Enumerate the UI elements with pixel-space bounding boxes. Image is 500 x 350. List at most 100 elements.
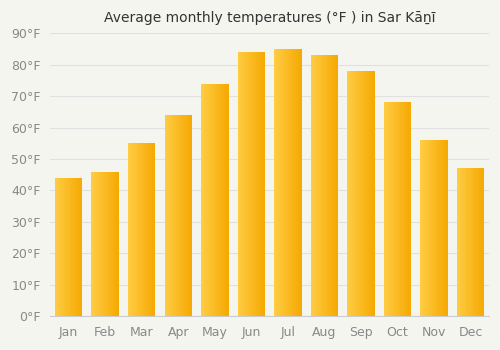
Bar <box>293 49 294 316</box>
Bar <box>147 143 148 316</box>
Bar <box>211 84 212 316</box>
Bar <box>385 103 386 316</box>
Bar <box>466 168 467 316</box>
Bar <box>409 103 410 316</box>
Bar <box>404 103 405 316</box>
Bar <box>483 168 484 316</box>
Bar <box>365 71 366 316</box>
Bar <box>179 115 180 316</box>
Bar <box>98 172 99 316</box>
Bar <box>129 143 130 316</box>
Bar <box>74 178 75 316</box>
Bar <box>334 55 335 316</box>
Bar <box>445 140 446 316</box>
Bar <box>99 172 100 316</box>
Bar <box>238 52 240 316</box>
Bar <box>463 168 464 316</box>
Bar <box>420 140 421 316</box>
Bar <box>390 103 391 316</box>
Bar <box>243 52 244 316</box>
Bar <box>431 140 432 316</box>
Bar <box>61 178 62 316</box>
Bar <box>128 143 129 316</box>
Bar <box>256 52 257 316</box>
Bar <box>223 84 224 316</box>
Bar <box>96 172 97 316</box>
Bar <box>253 52 254 316</box>
Bar <box>177 115 178 316</box>
Bar <box>353 71 354 316</box>
Bar <box>257 52 258 316</box>
Bar <box>173 115 174 316</box>
Bar <box>403 103 404 316</box>
Bar <box>443 140 444 316</box>
Bar <box>426 140 427 316</box>
Bar <box>191 115 192 316</box>
Bar <box>187 115 188 316</box>
Bar <box>240 52 241 316</box>
Bar <box>356 71 357 316</box>
Bar <box>255 52 256 316</box>
Bar <box>474 168 475 316</box>
Bar <box>373 71 374 316</box>
Bar <box>216 84 217 316</box>
Bar <box>321 55 322 316</box>
Bar <box>393 103 394 316</box>
Bar <box>351 71 352 316</box>
Bar <box>254 52 255 316</box>
Bar <box>459 168 460 316</box>
Bar <box>398 103 399 316</box>
Bar <box>395 103 396 316</box>
Bar <box>425 140 426 316</box>
Bar <box>67 178 68 316</box>
Bar <box>396 103 397 316</box>
Bar <box>469 168 470 316</box>
Bar <box>116 172 117 316</box>
Bar <box>440 140 441 316</box>
Bar <box>113 172 114 316</box>
Bar <box>103 172 104 316</box>
Bar <box>287 49 288 316</box>
Bar <box>436 140 437 316</box>
Bar <box>462 168 463 316</box>
Bar <box>168 115 169 316</box>
Bar <box>164 115 165 316</box>
Bar <box>68 178 69 316</box>
Bar <box>175 115 176 316</box>
Bar <box>323 55 324 316</box>
Title: Average monthly temperatures (°F ) in Sar Kāṉī: Average monthly temperatures (°F ) in Sa… <box>104 11 436 25</box>
Bar <box>110 172 111 316</box>
Bar <box>391 103 392 316</box>
Bar <box>207 84 208 316</box>
Bar <box>148 143 149 316</box>
Bar <box>299 49 300 316</box>
Bar <box>208 84 209 316</box>
Bar <box>166 115 167 316</box>
Bar <box>252 52 253 316</box>
Bar <box>410 103 412 316</box>
Bar <box>258 52 259 316</box>
Bar <box>284 49 285 316</box>
Bar <box>219 84 220 316</box>
Bar <box>392 103 393 316</box>
Bar <box>442 140 443 316</box>
Bar <box>357 71 358 316</box>
Bar <box>170 115 171 316</box>
Bar <box>274 49 276 316</box>
Bar <box>178 115 179 316</box>
Bar <box>184 115 185 316</box>
Bar <box>384 103 385 316</box>
Bar <box>441 140 442 316</box>
Bar <box>464 168 465 316</box>
Bar <box>471 168 472 316</box>
Bar <box>190 115 191 316</box>
Bar <box>444 140 445 316</box>
Bar <box>433 140 434 316</box>
Bar <box>402 103 403 316</box>
Bar <box>62 178 63 316</box>
Bar <box>210 84 211 316</box>
Bar <box>350 71 351 316</box>
Bar <box>180 115 181 316</box>
Bar <box>263 52 264 316</box>
Bar <box>310 55 312 316</box>
